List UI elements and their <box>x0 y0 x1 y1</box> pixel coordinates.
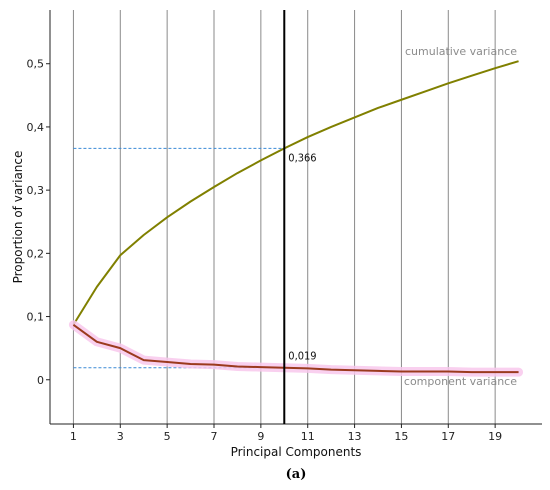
x-tick-label: 19 <box>488 430 502 443</box>
series-label: component variance <box>404 375 517 388</box>
figure-caption: (a) <box>286 467 307 482</box>
marker-value-label: 0,019 <box>288 350 316 363</box>
labels: 1 3 5 7 9 11 13 15 17 1900,10,20,30,40,5cumulativ… <box>27 45 518 443</box>
y-axis-title: Proportion of variance <box>11 151 25 284</box>
y-tick-label: 0,4 <box>27 121 45 134</box>
reference-lines <box>73 147 285 369</box>
y-tick-label: 0,2 <box>27 247 45 260</box>
series <box>68 60 524 377</box>
x-axis-title: Principal Components <box>231 445 362 459</box>
series-band <box>68 320 524 377</box>
series-line <box>72 323 519 374</box>
x-tick-label: 5 <box>164 430 171 443</box>
x-tick-label: 15 <box>394 430 408 443</box>
marker-value-label: 0,366 <box>288 151 316 164</box>
y-tick-label: 0 <box>37 374 44 387</box>
marker: 0,366 0,019 <box>283 10 317 424</box>
x-tick-label: 13 <box>348 430 362 443</box>
gridlines <box>72 10 496 424</box>
y-tick-label: 0,5 <box>27 58 45 71</box>
x-tick-label: 9 <box>257 430 264 443</box>
y-tick-label: 0,1 <box>27 311 45 324</box>
series-label: cumulative variance <box>405 45 517 58</box>
x-tick-label: 11 <box>301 430 315 443</box>
y-tick-label: 0,3 <box>27 184 45 197</box>
series-line <box>72 60 519 326</box>
x-tick-label: 17 <box>441 430 455 443</box>
axes <box>49 10 542 425</box>
x-tick-label: 1 <box>70 430 77 443</box>
x-tick-label: 7 <box>211 430 218 443</box>
x-tick-label: 3 <box>117 430 124 443</box>
